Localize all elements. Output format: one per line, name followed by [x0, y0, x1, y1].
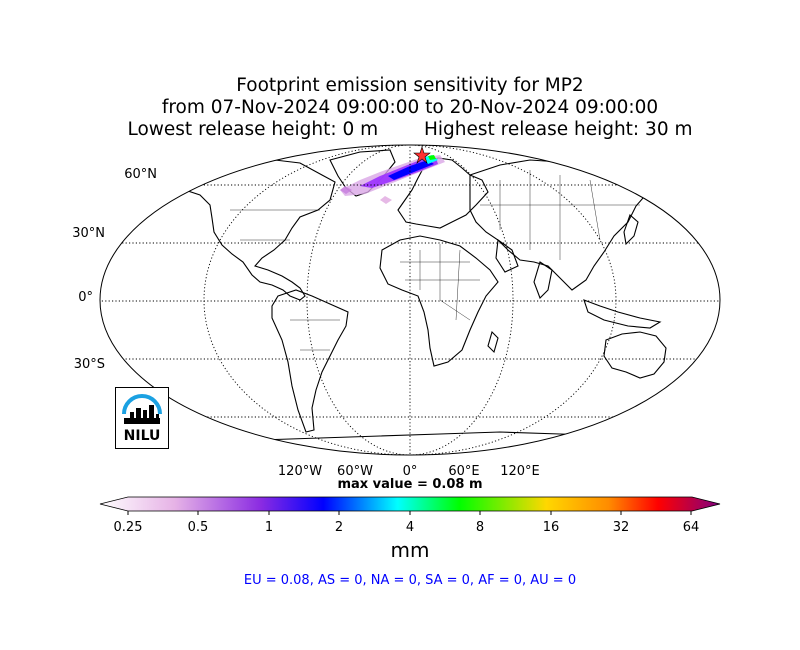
nilu-logo-mark [122, 394, 162, 424]
south-america-outline [271, 289, 349, 433]
release-height-line: Lowest release height: 0 m Highest relea… [0, 119, 800, 141]
lowest-release-height: Lowest release height: 0 m [127, 119, 379, 140]
colorbar-tick-label: 16 [542, 520, 560, 535]
lon-label-120e: 120°E [500, 464, 540, 479]
max-value-label: max value = 0.08 m [337, 477, 483, 492]
lat-label-30s: 30°S [73, 357, 105, 372]
colorbar-tick-label: 2 [334, 520, 344, 535]
lat-label-30n: 30°N [72, 226, 105, 241]
colorbar-tick-label: 0.25 [113, 520, 143, 535]
highest-release-height: Highest release height: 30 m [423, 119, 693, 140]
colorbar-tick-label: 8 [475, 520, 485, 535]
indonesia-outline [583, 299, 662, 329]
madagascar-outline [487, 330, 499, 354]
lat-label-60n: 60°N [124, 167, 157, 182]
australia-outline [603, 331, 667, 379]
footprint-plume [340, 155, 445, 204]
lon-label-120w: 120°W [277, 464, 323, 479]
arabia-india-outline [495, 239, 553, 299]
region-statistics: EU = 0.08, AS = 0, NA = 0, SA = 0, AF = … [243, 573, 577, 588]
north-america-outline [173, 159, 336, 301]
colorbar-tick-label: 64 [682, 520, 700, 535]
lon-label-60e: 60°E [448, 464, 480, 479]
graticule [100, 145, 720, 455]
colorbar-bar [99, 496, 721, 512]
colorbar-ticks [127, 511, 692, 515]
japan-outline [623, 214, 639, 246]
colorbar-tick-label: 1 [264, 520, 274, 535]
country-borders [230, 170, 640, 351]
nilu-logo: NILU [115, 387, 169, 449]
europe-outline [397, 157, 489, 229]
lon-label-0: 0° [402, 464, 418, 479]
chart-title-line1: Footprint emission sensitivity for MP2 [236, 75, 584, 96]
release-site-star [413, 146, 431, 164]
colorbar-tick-label: 32 [612, 520, 630, 535]
chart-title-line2: from 07-Nov-2024 09:00:00 to 20-Nov-2024… [161, 97, 659, 118]
colorbar-tick-label: 0.5 [187, 520, 209, 535]
colorbar-unit-label: mm [390, 538, 430, 562]
lon-label-60w: 60°W [337, 464, 373, 479]
map-content [100, 145, 720, 455]
nilu-logo-text: NILU [123, 428, 161, 444]
lat-label-0: 0° [78, 290, 93, 305]
colorbar-tick-label: 4 [405, 520, 415, 535]
